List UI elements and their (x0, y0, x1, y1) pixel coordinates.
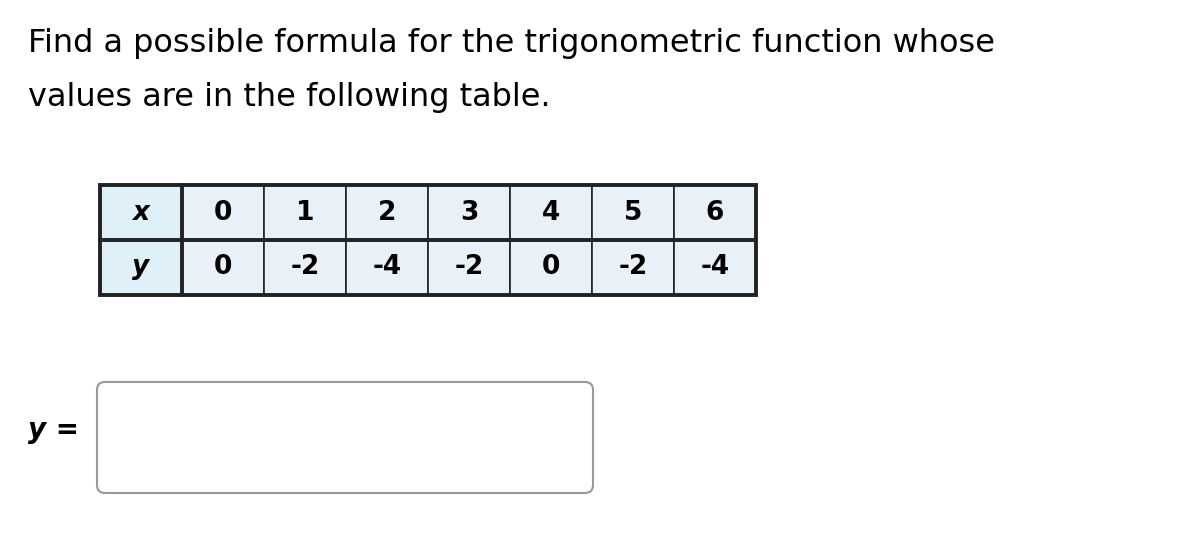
Bar (428, 185, 510, 240)
Bar (592, 240, 674, 295)
Text: 5: 5 (624, 200, 642, 225)
Text: y =: y = (28, 416, 79, 444)
FancyBboxPatch shape (97, 382, 593, 493)
Text: 0: 0 (214, 255, 232, 280)
Bar (100, 185, 756, 295)
Text: -2: -2 (290, 255, 319, 280)
Text: 0: 0 (542, 255, 560, 280)
Bar (346, 185, 428, 240)
Text: 2: 2 (378, 200, 396, 225)
Text: -2: -2 (618, 255, 648, 280)
Text: 1: 1 (295, 200, 314, 225)
Text: 6: 6 (706, 200, 724, 225)
Bar (182, 240, 264, 295)
Bar (674, 185, 756, 240)
Text: -2: -2 (455, 255, 484, 280)
Text: -4: -4 (372, 255, 402, 280)
Text: 4: 4 (542, 200, 560, 225)
Bar (674, 240, 756, 295)
Bar (346, 240, 428, 295)
Bar (264, 185, 346, 240)
Text: 0: 0 (214, 200, 232, 225)
Bar (264, 240, 346, 295)
Bar (100, 240, 182, 295)
Text: x: x (132, 200, 150, 225)
Text: 3: 3 (460, 200, 478, 225)
Text: Find a possible formula for the trigonometric function whose: Find a possible formula for the trigonom… (28, 28, 995, 59)
Text: y: y (132, 255, 150, 280)
Bar (510, 185, 592, 240)
Bar (428, 240, 510, 295)
Bar (510, 240, 592, 295)
Text: -4: -4 (701, 255, 730, 280)
Bar (592, 185, 674, 240)
Text: values are in the following table.: values are in the following table. (28, 82, 551, 113)
Bar (182, 185, 264, 240)
Bar (100, 185, 182, 240)
